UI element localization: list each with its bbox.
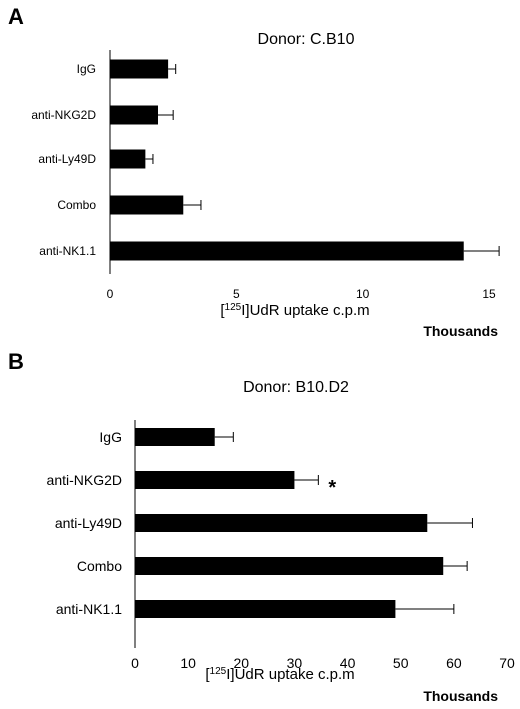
bar-b-0 xyxy=(135,428,215,446)
x-tick-label-b-6: 60 xyxy=(446,655,462,671)
panel-letter-a: A xyxy=(8,4,24,29)
x-tick-label-b-2: 20 xyxy=(233,655,249,671)
bar-a-3 xyxy=(110,195,184,215)
units-label-b: Thousands xyxy=(423,688,498,704)
bar-b-2 xyxy=(135,514,428,532)
units-label-a: Thousands xyxy=(423,323,498,339)
x-tick-label-b-4: 40 xyxy=(340,655,356,671)
chart-panel-a: A Donor: C.B10 IgG anti-NKG2D anti-Ly49D Co… xyxy=(0,0,520,345)
chart-b-svg: B Donor: B10.D2 IgG anti-NKG2D anti-Ly49D C… xyxy=(8,349,515,704)
bar-a-1 xyxy=(110,105,159,125)
bar-a-2 xyxy=(110,149,146,169)
significance-mark-b-0: * xyxy=(328,477,336,499)
x-axis-label-a: [125I]UdR uptake c.p.m xyxy=(220,302,369,320)
chart-title-a: Donor: C.B10 xyxy=(258,31,355,48)
category-label-a-4: anti-NK1.1 xyxy=(39,244,96,258)
x-axis-label-post-b: I]UdR uptake c.p.m xyxy=(226,666,354,683)
x-tick-label-b-7: 70 xyxy=(499,655,515,671)
chart-panel-b: B Donor: B10.D2 IgG anti-NKG2D anti-Ly49D C… xyxy=(0,345,520,709)
x-axis-label-sup-b: 125 xyxy=(210,666,227,677)
x-tick-label-a-3: 15 xyxy=(482,287,496,301)
category-label-a-1: anti-NKG2D xyxy=(31,108,96,122)
panel-letter-b: B xyxy=(8,349,24,374)
bar-b-4 xyxy=(135,600,396,618)
x-axis-label-b: [125I]UdR uptake c.p.m xyxy=(205,666,354,684)
x-tick-label-b-0: 0 xyxy=(131,655,139,671)
bar-a-4 xyxy=(110,241,464,261)
x-axis-label-pre-b: [ xyxy=(205,666,210,683)
x-tick-label-b-3: 30 xyxy=(287,655,303,671)
category-label-b-3: Combo xyxy=(77,558,122,574)
x-axis-label-pre-a: [ xyxy=(220,302,225,319)
chart-title-b: Donor: B10.D2 xyxy=(243,379,349,396)
x-axis-label-sup-a: 125 xyxy=(225,302,242,313)
x-tick-label-b-1: 10 xyxy=(180,655,196,671)
category-label-a-0: IgG xyxy=(77,62,96,76)
category-label-a-2: anti-Ly49D xyxy=(38,152,96,166)
bar-b-3 xyxy=(135,557,444,575)
x-tick-label-a-1: 5 xyxy=(233,287,240,301)
x-tick-label-a-0: 0 xyxy=(107,287,114,301)
category-label-b-1: anti-NKG2D xyxy=(47,472,122,488)
category-label-b-2: anti-Ly49D xyxy=(55,515,122,531)
x-tick-label-a-2: 10 xyxy=(356,287,370,301)
x-axis-label-post-a: I]UdR uptake c.p.m xyxy=(241,302,369,319)
bar-b-1 xyxy=(135,471,295,489)
category-label-b-4: anti-NK1.1 xyxy=(56,601,122,617)
chart-a-svg: A Donor: C.B10 IgG anti-NKG2D anti-Ly49D Co… xyxy=(8,4,500,339)
bar-a-0 xyxy=(110,59,169,79)
category-label-b-0: IgG xyxy=(99,429,122,445)
x-tick-label-b-5: 50 xyxy=(393,655,409,671)
category-label-a-3: Combo xyxy=(57,198,96,212)
